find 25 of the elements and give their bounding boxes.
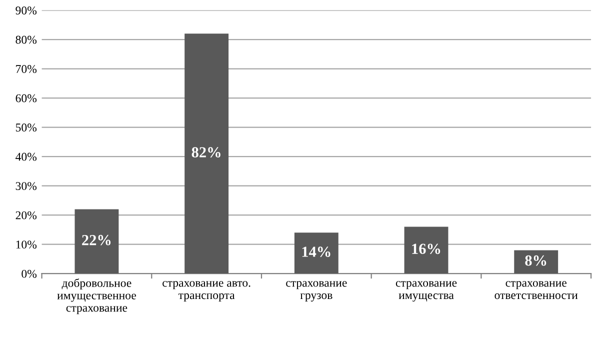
y-tick-label: 60% <box>16 94 37 102</box>
y-tick-label: 20% <box>16 211 37 220</box>
data-label: 14% <box>302 246 330 257</box>
y-tick-label: 90% <box>16 6 37 15</box>
y-tick-label: 70% <box>16 65 37 74</box>
data-label: 16% <box>412 244 440 254</box>
data-label: 22% <box>82 234 111 246</box>
x-tick-label: страхование грузов <box>286 281 347 302</box>
y-tick-label: 50% <box>16 124 37 132</box>
y-tick-label: 0% <box>22 270 37 278</box>
bar <box>184 34 229 274</box>
data-label: 8% <box>525 255 546 266</box>
x-tick-label: страхование авто. транспорта <box>162 281 250 302</box>
y-tick-label: 10% <box>16 240 37 249</box>
x-tick-label: добровольное имущественное страхование <box>57 278 136 314</box>
x-tick-label: страхование ответственности <box>494 281 578 300</box>
y-tick-label: 40% <box>16 152 37 161</box>
bar <box>404 226 448 274</box>
bar <box>74 209 119 274</box>
bar <box>294 232 338 274</box>
data-label: 82% <box>192 147 220 158</box>
x-tick-label: страхование имущества <box>396 281 457 302</box>
y-tick-label: 80% <box>16 36 37 44</box>
bar <box>514 250 558 274</box>
y-tick-label: 30% <box>16 182 37 190</box>
